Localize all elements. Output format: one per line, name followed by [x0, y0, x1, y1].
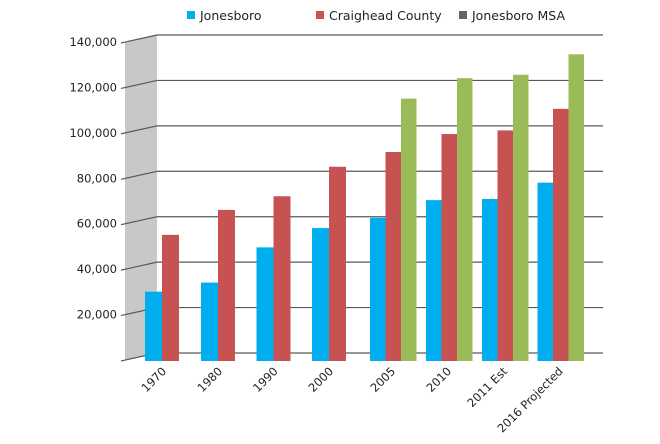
bars — [145, 54, 584, 362]
bar-craighead-county — [329, 166, 346, 361]
tick-mark — [120, 34, 158, 44]
bar-jonesboro — [201, 282, 218, 361]
legend-label: Jonesboro — [199, 8, 262, 23]
x-tick-label: 1970 — [139, 364, 170, 395]
legend-label: Craighead County — [329, 8, 442, 23]
x-tick-label: 1980 — [195, 364, 226, 395]
bar-jonesboro — [256, 247, 274, 361]
bar-jonesboro — [145, 291, 162, 361]
gridlines — [120, 34, 603, 362]
legend-swatch — [187, 11, 195, 19]
tick-mark — [120, 79, 158, 90]
bar-craighead-county — [497, 130, 513, 361]
bar-jonesboro-msa — [568, 54, 584, 362]
tick-mark — [120, 261, 158, 271]
tick-mark — [120, 125, 158, 135]
x-tick-label: 2005 — [368, 364, 399, 395]
x-tick-label: 2011 Est — [464, 364, 510, 410]
y-tick-label: 20,000 — [77, 308, 117, 322]
x-tick-label: 2000 — [306, 364, 337, 395]
x-tick-label: 1990 — [250, 364, 281, 395]
bar-craighead-county — [273, 196, 291, 361]
tick-mark — [120, 216, 158, 226]
bar-craighead-county — [441, 134, 457, 361]
bar-jonesboro-msa — [457, 78, 473, 362]
bar-jonesboro-msa — [513, 74, 529, 361]
legend-swatch — [459, 11, 467, 19]
side-wall-panel — [125, 35, 157, 360]
bar-craighead-county — [385, 151, 401, 361]
legend-label: Jonesboro MSA — [471, 8, 565, 23]
y-tick-label: 140,000 — [69, 35, 117, 49]
x-tick-label: 2010 — [424, 364, 455, 395]
bar-jonesboro — [482, 198, 498, 361]
bar-craighead-county — [553, 108, 569, 361]
legend-swatch — [316, 11, 324, 19]
tick-mark — [120, 170, 158, 180]
y-axis: 20,000 40,000 60,000 80,000 100,000 120,000 14… — [69, 35, 117, 322]
y-tick-label: 80,000 — [77, 171, 117, 185]
bar-jonesboro — [370, 217, 386, 361]
y-tick-label: 100,000 — [69, 126, 117, 140]
bar-jonesboro-msa — [401, 98, 417, 361]
y-tick-label: 60,000 — [77, 217, 117, 231]
bar-jonesboro — [426, 200, 442, 361]
bar-craighead-county — [218, 209, 235, 361]
y-tick-label: 40,000 — [77, 262, 117, 276]
legend: Jonesboro Craighead County Jonesboro MSA — [187, 8, 565, 23]
bar-jonesboro — [537, 182, 553, 361]
side-wall — [125, 35, 157, 360]
bar-craighead-county — [162, 234, 179, 361]
bar-jonesboro — [312, 228, 329, 361]
y-tick-label: 120,000 — [69, 80, 117, 94]
